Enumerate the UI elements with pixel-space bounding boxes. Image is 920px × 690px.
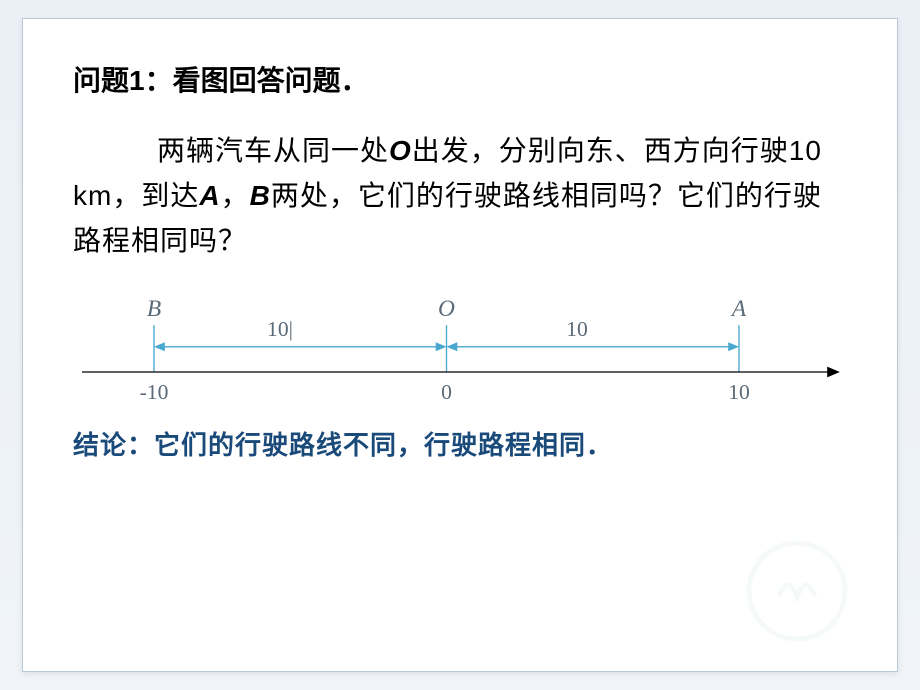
slide-content: 问题1：看图回答问题． 两辆汽车从同一处O出发，分别向东、西方向行驶10 km，…: [22, 18, 898, 672]
title-rest: 看图回答问题．: [173, 65, 369, 96]
arrowhead-oa-right: [728, 343, 739, 352]
label-o: O: [438, 297, 455, 323]
comma: ，: [221, 180, 250, 211]
label-b: B: [147, 297, 161, 323]
var-a: A: [199, 180, 220, 211]
value-a: 10: [728, 380, 750, 404]
number-line-diagram: B O A 10| 10 -10 0: [73, 293, 847, 433]
segment-right-label: 10: [566, 317, 588, 341]
question-title: 问题1：看图回答问题．: [73, 59, 847, 99]
segment-left-label: 10|: [267, 317, 293, 341]
var-o: O: [389, 135, 412, 166]
diagram-svg: B O A 10| 10 -10 0: [73, 293, 847, 433]
watermark-icon: [727, 531, 867, 651]
arrowhead-bo-left: [154, 343, 165, 352]
var-b: B: [250, 180, 271, 211]
body-pre-o: 两辆汽车从同一处: [157, 135, 389, 166]
value-b: -10: [140, 380, 169, 404]
question-body: 两辆汽车从同一处O出发，分别向东、西方向行驶10 km，到达A，B两处，它们的行…: [73, 129, 847, 263]
title-prefix: 问题1：: [73, 65, 173, 96]
number-line-arrowhead: [827, 367, 840, 378]
label-a: A: [730, 297, 747, 323]
arrowhead-oa-left: [447, 343, 458, 352]
value-o: 0: [441, 380, 452, 404]
arrowhead-bo-right: [436, 343, 447, 352]
